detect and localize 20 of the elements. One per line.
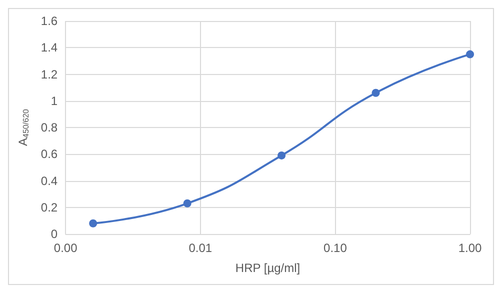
y-tick-label: 0.6: [40, 147, 58, 162]
y-tick-label: 0.8: [40, 120, 58, 134]
point: [183, 199, 192, 208]
point: [466, 50, 474, 58]
point: [278, 151, 286, 160]
x-tick-label: 0.10: [324, 241, 348, 255]
y-axis-title: A450/620: [16, 108, 30, 146]
y-tick-label: 1: [50, 94, 58, 108]
x-tick-label: 0.01: [188, 241, 212, 255]
x-tick-label: 1.00: [458, 241, 482, 255]
point: [372, 88, 380, 97]
y-tick-label: 0.2: [40, 200, 58, 214]
y-tick-label: 1.6: [40, 14, 58, 28]
x-tick-label: 0.00: [54, 241, 78, 255]
y-tick-label: 0: [50, 227, 58, 241]
point: [89, 219, 98, 228]
x-axis-title: HRP [µg/ml]: [235, 261, 300, 275]
y-tick-label: 1.4: [40, 40, 58, 55]
y-tick-label: 1.2: [40, 67, 58, 82]
y-tick-label: 0.4: [40, 174, 58, 188]
